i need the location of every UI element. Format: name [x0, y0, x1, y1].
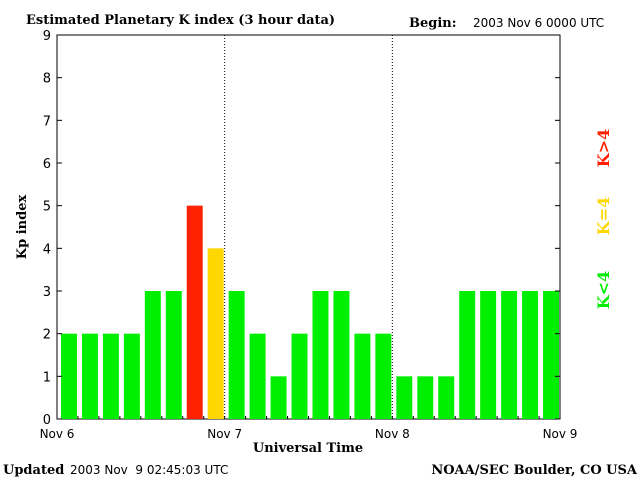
kp-bar [333, 291, 350, 419]
y-tick-label: 9 [43, 29, 51, 44]
y-axis-label: Kp index [15, 195, 30, 260]
y-tick-label: 0 [43, 413, 51, 428]
legend-high: K>4 [594, 129, 613, 167]
y-tick-label: 1 [43, 370, 51, 385]
day-dividers [224, 35, 393, 419]
x-day-label: Nov 7 [207, 427, 242, 441]
updated-value: 2003 Nov 9 02:45:03 UTC [70, 463, 228, 477]
legend-mid: K=4 [594, 197, 613, 235]
kp-bar [102, 333, 119, 419]
x-day-label: Nov 6 [40, 427, 75, 441]
begin-value: 2003 Nov 6 0000 UTC [473, 16, 604, 30]
chart-title: Estimated Planetary K index (3 hour data… [26, 13, 335, 28]
kp-bar [228, 291, 245, 419]
updated-label: Updated [3, 463, 64, 478]
source-credit: NOAA/SEC Boulder, CO USA [431, 463, 638, 478]
y-tick-label: 2 [43, 328, 51, 343]
kp-bar [480, 291, 497, 419]
kp-bar [522, 291, 539, 419]
y-tick-label: 8 [43, 72, 51, 87]
kp-bar [123, 333, 140, 419]
y-tick-label: 4 [43, 242, 51, 257]
kp-bar [417, 376, 434, 419]
kp-bars [61, 205, 559, 419]
kp-bar [396, 376, 413, 419]
kp-bar [249, 333, 266, 419]
y-tick-label: 5 [43, 200, 51, 215]
kp-bar [291, 333, 308, 419]
kp-bar [81, 333, 98, 419]
kp-bar [543, 291, 559, 419]
y-tick-label: 6 [43, 157, 51, 172]
kp-bar [459, 291, 476, 419]
y-axis-ticks: 0 1 2 3 4 5 6 7 8 9 [43, 29, 560, 428]
begin-label: Begin: [409, 16, 457, 31]
legend-low: K<4 [594, 271, 613, 309]
x-day-label: Nov 8 [375, 427, 410, 441]
kp-bar [207, 248, 224, 419]
kp-bar [186, 205, 203, 419]
kp-bar [375, 333, 392, 419]
kp-bar [144, 291, 161, 419]
kp-bar [61, 333, 77, 419]
kp-bar [354, 333, 371, 419]
kp-bar [438, 376, 455, 419]
y-tick-label: 3 [43, 285, 51, 300]
x-axis-label: Universal Time [253, 441, 363, 456]
y-tick-label: 7 [43, 114, 51, 129]
kp-bar [501, 291, 518, 419]
x-axis-ticks: Nov 6 Nov 7 Nov 8 Nov 9 [40, 416, 578, 441]
kp-bar [165, 291, 182, 419]
kp-bar [270, 376, 287, 419]
kp-bar [312, 291, 329, 419]
x-day-label: Nov 9 [543, 427, 578, 441]
